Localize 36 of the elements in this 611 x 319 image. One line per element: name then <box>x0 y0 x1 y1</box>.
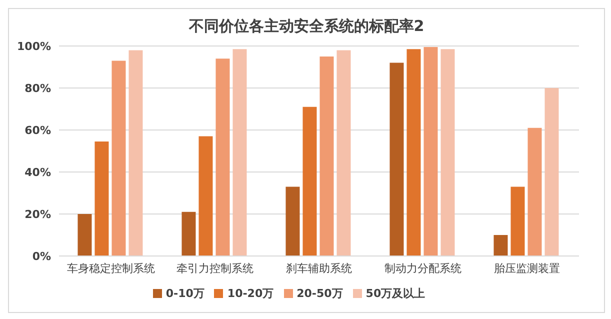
bar <box>198 136 213 256</box>
bar <box>182 212 196 256</box>
y-tick-label: 20% <box>24 208 51 221</box>
x-tick-label: 牵引力控制系统 <box>176 262 254 275</box>
legend-label: 20-50万 <box>296 287 343 300</box>
x-tick-label: 胎压监测装置 <box>494 262 560 275</box>
bar <box>424 47 438 256</box>
chart-title: 不同价位各主动安全系统的标配率2 <box>188 17 426 36</box>
y-tick-label: 0% <box>32 250 51 263</box>
legend-label: 10-20万 <box>227 287 274 300</box>
bar <box>320 56 334 256</box>
bar <box>336 50 351 256</box>
bar <box>494 235 508 256</box>
bar <box>78 214 92 256</box>
bar <box>390 62 404 256</box>
bar <box>510 186 525 256</box>
legend-label: 50万及以上 <box>366 287 426 300</box>
x-tick-label: 车身稳定控制系统 <box>67 262 155 275</box>
bar <box>406 49 421 256</box>
y-tick-label: 40% <box>24 166 51 179</box>
bar <box>528 128 542 256</box>
x-tick-label: 刹车辅助系统 <box>286 262 352 275</box>
bar <box>112 60 126 256</box>
legend-label: 0-10万 <box>166 287 204 300</box>
y-tick-label: 60% <box>24 124 51 137</box>
bar <box>232 49 247 256</box>
y-tick-label: 80% <box>24 82 51 95</box>
bar <box>286 186 300 256</box>
bar <box>94 142 109 256</box>
bar <box>216 58 230 256</box>
bar <box>544 88 559 256</box>
y-tick-label: 100% <box>17 40 51 53</box>
bar <box>128 50 143 256</box>
bar <box>440 49 455 256</box>
bar <box>302 106 317 256</box>
x-tick-label: 制动力分配系统 <box>384 262 462 275</box>
